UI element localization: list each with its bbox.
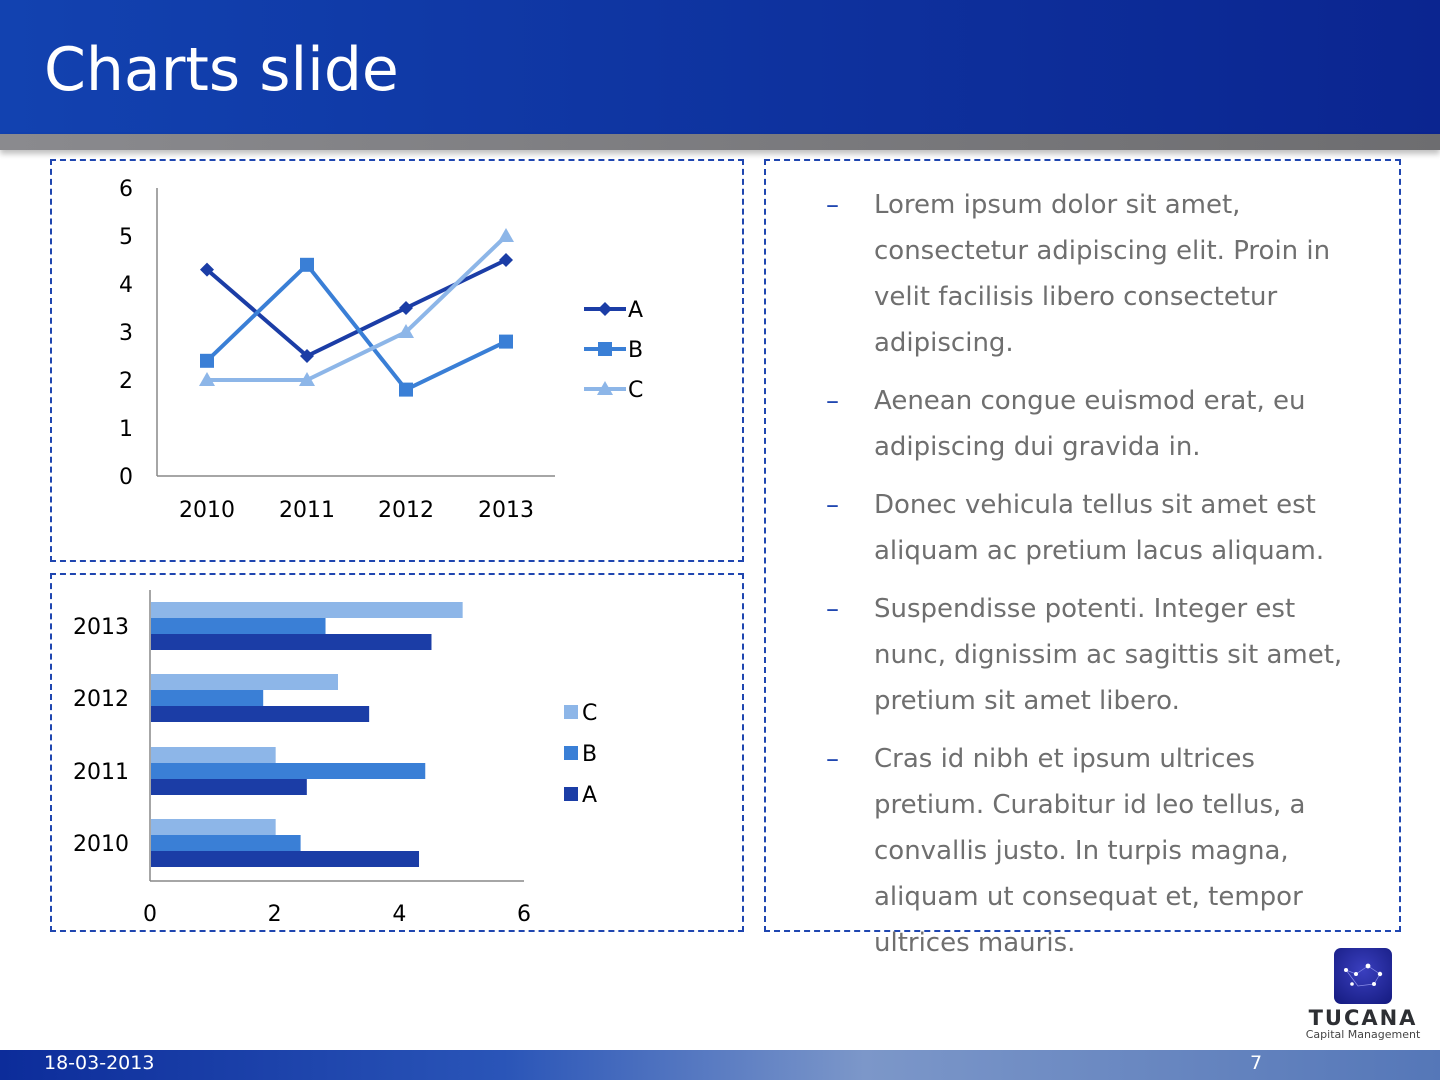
y-tick-label: 6 <box>119 177 133 202</box>
logo-name: TUCANA <box>1308 1006 1418 1030</box>
bar-B-2010 <box>151 835 301 851</box>
data-point-A <box>499 253 513 267</box>
data-point-B <box>300 257 314 272</box>
bullet-text: Aenean congue euismod erat, eu adipiscin… <box>874 386 1306 462</box>
bar-C-2012 <box>151 674 338 690</box>
bar-C-2011 <box>151 747 276 763</box>
x-tick-label: 4 <box>392 902 406 927</box>
data-point-A <box>200 262 214 277</box>
logo-subtitle: Capital Management <box>1305 1028 1421 1041</box>
bullet-dash: – <box>826 190 839 220</box>
bullet-text: Cras id nibh et ipsum ultrices pretium. … <box>874 744 1306 958</box>
legend-label: B <box>582 742 597 767</box>
slide-title: Charts slide <box>44 35 399 105</box>
title-banner <box>0 0 1440 134</box>
data-point-A <box>399 301 413 315</box>
bullet-dash: – <box>826 386 839 416</box>
y-tick-label: 3 <box>119 321 133 346</box>
legend-marker-B <box>598 342 612 356</box>
bullet-item: – Donec vehicula tellus sit amet est aliq… <box>826 482 1366 574</box>
y-tick-label: 2011 <box>73 760 129 785</box>
bullet-dash: – <box>826 744 839 774</box>
bar-B-2012 <box>151 690 264 706</box>
logo-constellation-icon <box>1334 948 1392 1004</box>
data-point-C <box>398 324 414 338</box>
footer-bar <box>0 1050 1440 1080</box>
bar-B-2011 <box>151 763 426 779</box>
y-tick-label: 2013 <box>73 615 129 640</box>
y-tick-label: 2 <box>119 369 133 394</box>
x-tick-label: 6 <box>517 902 531 927</box>
legend-swatch-A <box>564 787 578 801</box>
legend-marker-A <box>598 302 612 316</box>
legend-label: A <box>582 783 597 808</box>
y-tick-label: 2010 <box>73 832 129 857</box>
y-tick-label: 2012 <box>73 687 129 712</box>
y-tick-label: 4 <box>119 273 133 298</box>
bar-C-2010 <box>151 819 276 835</box>
data-point-A <box>300 349 314 363</box>
bullet-item: – Suspendisse potenti. Integer est nunc, … <box>826 586 1366 724</box>
legend-marker-C <box>597 381 613 395</box>
bar-A-2012 <box>151 706 370 722</box>
bar-chart-frame <box>50 573 744 932</box>
title-underline-bar <box>0 134 1440 150</box>
x-tick-label: 2 <box>268 902 282 927</box>
data-point-C <box>299 372 315 386</box>
bullet-item: – Lorem ipsum dolor sit amet, consectetur… <box>826 182 1366 366</box>
legend-label: A <box>628 298 643 323</box>
text-frame <box>764 159 1401 932</box>
legend-label: B <box>628 338 643 363</box>
series-line-C <box>207 234 508 382</box>
x-tick-label: 2010 <box>179 498 235 523</box>
legend-label: C <box>582 701 597 726</box>
bar-A-2011 <box>151 779 307 795</box>
legend-label: C <box>628 378 643 403</box>
y-tick-label: 0 <box>119 465 133 490</box>
y-tick-label: 1 <box>119 417 133 442</box>
bar-B-2013 <box>151 618 326 634</box>
data-point-B <box>399 382 413 397</box>
legend-swatch-B <box>564 746 578 760</box>
bar-A-2013 <box>151 634 432 650</box>
bullet-item: – Aenean congue euismod erat, eu adipisci… <box>826 378 1366 470</box>
x-tick-label: 2011 <box>279 498 335 523</box>
bar-C-2013 <box>151 602 463 618</box>
bullet-item: – Cras id nibh et ipsum ultrices pretium.… <box>826 736 1366 966</box>
bullet-text: Lorem ipsum dolor sit amet, consectetur … <box>874 190 1331 358</box>
legend-swatch-C <box>564 705 578 719</box>
page-number: 7 <box>1250 1052 1263 1074</box>
slide-date: 18-03-2013 <box>44 1052 155 1074</box>
bullet-dash: – <box>826 594 839 624</box>
y-tick-label: 5 <box>119 225 133 250</box>
data-point-C <box>199 372 215 386</box>
x-tick-label: 2013 <box>478 498 534 523</box>
data-point-B <box>200 353 214 368</box>
bullet-text: Donec vehicula tellus sit amet est aliqu… <box>874 490 1325 566</box>
data-point-C <box>498 228 514 242</box>
bullet-text: Suspendisse potenti. Integer est nunc, d… <box>874 594 1343 716</box>
bar-A-2010 <box>151 851 420 867</box>
x-tick-label: 0 <box>143 902 157 927</box>
bullet-list: – Lorem ipsum dolor sit amet, consectetur… <box>826 182 1366 978</box>
bullet-dash: – <box>826 490 839 520</box>
x-tick-label: 2012 <box>378 498 434 523</box>
series-line-B <box>205 261 507 393</box>
line-chart-frame <box>50 159 744 562</box>
data-point-B <box>499 334 513 349</box>
series-line-A <box>205 258 507 359</box>
